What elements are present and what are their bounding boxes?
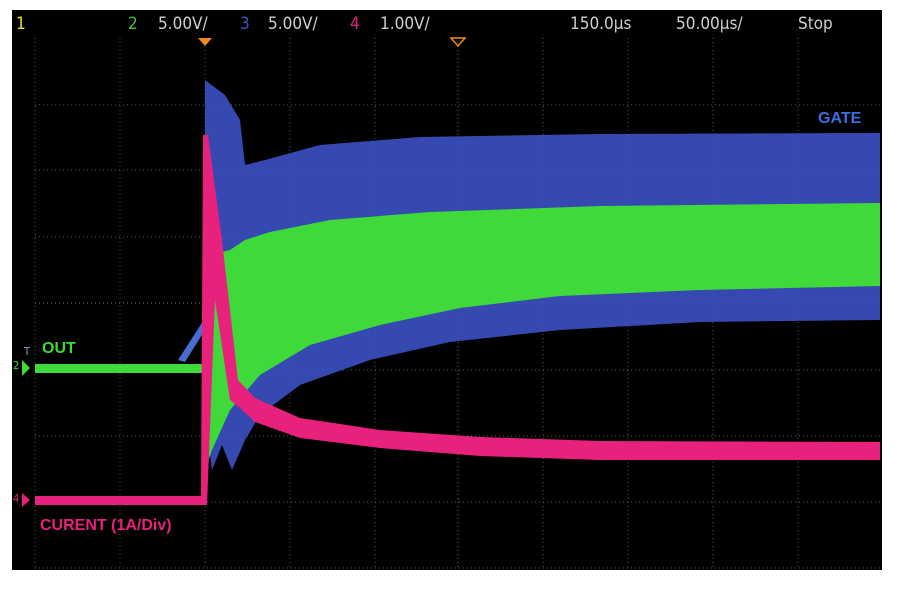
channel-scale: 5.00V/ [268, 14, 319, 34]
channel-label: 4 [350, 14, 360, 34]
time-reference [449, 37, 467, 48]
channel-marker-arrow [22, 493, 30, 507]
channel-marker-arrow [22, 360, 30, 376]
current-trace [35, 135, 880, 505]
trigger-marker: T [23, 345, 31, 358]
channel-label: 2 [128, 14, 138, 34]
channel-marker: 2 [13, 359, 19, 372]
time-delay: 150.0µs [570, 14, 631, 34]
trace-label: OUT [42, 340, 76, 357]
out-trace [35, 203, 880, 470]
trace-label: GATE [818, 110, 862, 127]
channel-scale: 5.00V/ [158, 14, 209, 34]
channel-label: 3 [240, 14, 250, 34]
channel-marker: 4 [13, 492, 19, 505]
time-scale: 50.00µs/ [676, 14, 743, 34]
channel-label: 1 [16, 14, 26, 34]
trace-label: CURENT (1A/Div) [40, 517, 172, 534]
channel-scale: 1.00V/ [380, 14, 431, 34]
run-status: Stop [798, 14, 833, 34]
trigger-position [198, 38, 212, 46]
